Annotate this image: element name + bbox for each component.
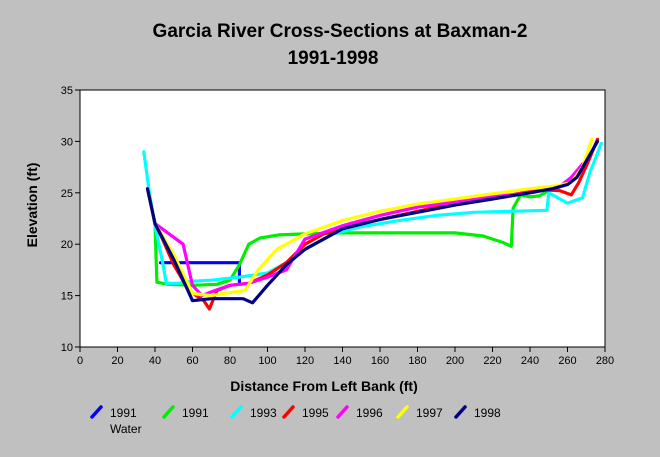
y-tick-label: 30 [61,136,73,148]
x-tick-label: 0 [77,355,83,367]
legend-swatch [336,405,349,419]
x-tick-label: 260 [558,355,576,367]
x-tick-label: 280 [596,355,614,367]
y-tick-label: 25 [61,188,73,200]
x-axis-title: Distance From Left Bank (ft) [230,378,417,394]
legend-label: 1996 [356,406,383,420]
x-tick-label: 60 [186,355,198,367]
plot-area [79,89,606,348]
x-tick-label: 240 [521,355,539,367]
x-tick-label: 100 [258,355,276,367]
legend-swatch [230,405,243,419]
legend-label: 1991 Water [110,406,142,436]
legend-swatch [162,405,175,419]
legend-swatch [396,405,409,419]
x-tick-label: 180 [408,355,426,367]
axis-ticks: 0 20 40 60 80 100 120 140 160 180 200 220 240 260 280 1… [61,85,614,367]
series-line-7 [145,139,600,305]
legend-swatch [454,405,467,419]
x-tick-label: 120 [296,355,314,367]
legend-label: 1993 [250,406,277,420]
series-layer [142,137,603,311]
legend-label: 1997 [416,406,443,420]
x-tick-label: 40 [149,355,161,367]
series-line-6 [145,137,594,298]
legend-label: 1998 [474,406,501,420]
x-tick-label: 140 [333,355,351,367]
x-tick-label: 20 [111,355,123,367]
chart-subtitle: 1991-1998 [288,48,379,69]
legend-swatch [282,405,295,419]
y-tick-label: 10 [61,342,73,354]
legend-swatch [90,405,103,419]
y-axis-title: Elevation (ft) [24,163,40,248]
y-tick-label: 20 [61,239,73,251]
y-tick-label: 15 [61,291,73,303]
chart-title: Garcia River Cross-Sections at Baxman-2 [153,21,528,42]
y-tick-label: 35 [61,85,73,97]
x-tick-label: 80 [224,355,236,367]
legend: 1991 Water 1991 1993 1995 1996 1997 1998 [90,405,501,436]
x-tick-label: 200 [446,355,464,367]
x-tick-label: 160 [371,355,389,367]
legend-label: 1991 [182,406,209,420]
legend-label: 1995 [302,406,329,420]
x-tick-label: 220 [483,355,501,367]
